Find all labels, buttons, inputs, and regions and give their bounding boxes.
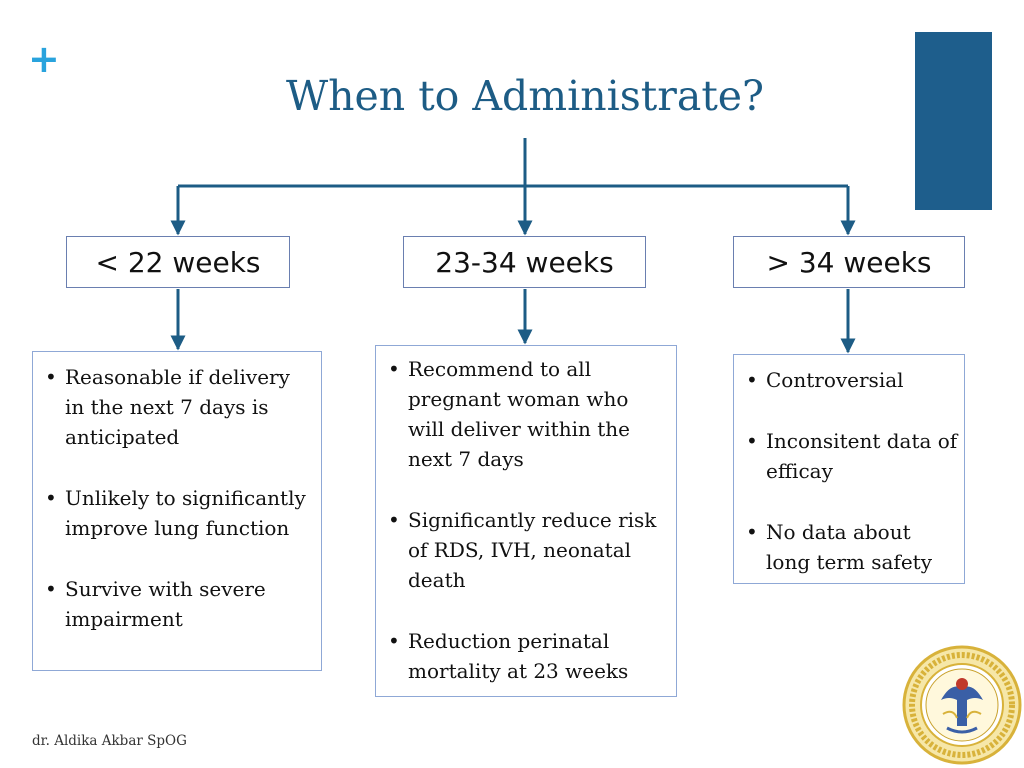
category-under-22-weeks: < 22 weeks [66, 236, 290, 288]
list-item: Reduction perinatal mortality at 23 week… [382, 626, 664, 686]
plus-icon: + [28, 37, 60, 81]
notes-box-under-22-weeks: Reasonable if delivery in the next 7 day… [32, 351, 322, 671]
category-over-34-weeks: > 34 weeks [733, 236, 965, 288]
university-seal-icon [902, 645, 1022, 765]
list-item: Survive with severe impairment [39, 574, 315, 634]
corner-accent-block [915, 32, 992, 210]
list-item: Inconsitent data of efficay [740, 426, 958, 486]
list-item: Significantly reduce risk of RDS, IVH, n… [382, 505, 664, 595]
notes-box-23-34-weeks: Recommend to all pregnant woman who will… [375, 345, 677, 697]
author-footer: dr. Aldika Akbar SpOG [32, 733, 187, 749]
notes-box-over-34-weeks: Controversial Inconsitent data of effica… [733, 354, 965, 584]
category-23-34-weeks: 23-34 weeks [403, 236, 646, 288]
list-item: Reasonable if delivery in the next 7 day… [39, 362, 315, 452]
list-item: Controversial [740, 365, 958, 395]
list-item: Unlikely to significantly improve lung f… [39, 483, 315, 543]
list-item: No data about long term safety [740, 517, 958, 577]
slide-title: When to Administrate? [285, 72, 765, 120]
list-item: Recommend to all pregnant woman who will… [382, 354, 664, 474]
